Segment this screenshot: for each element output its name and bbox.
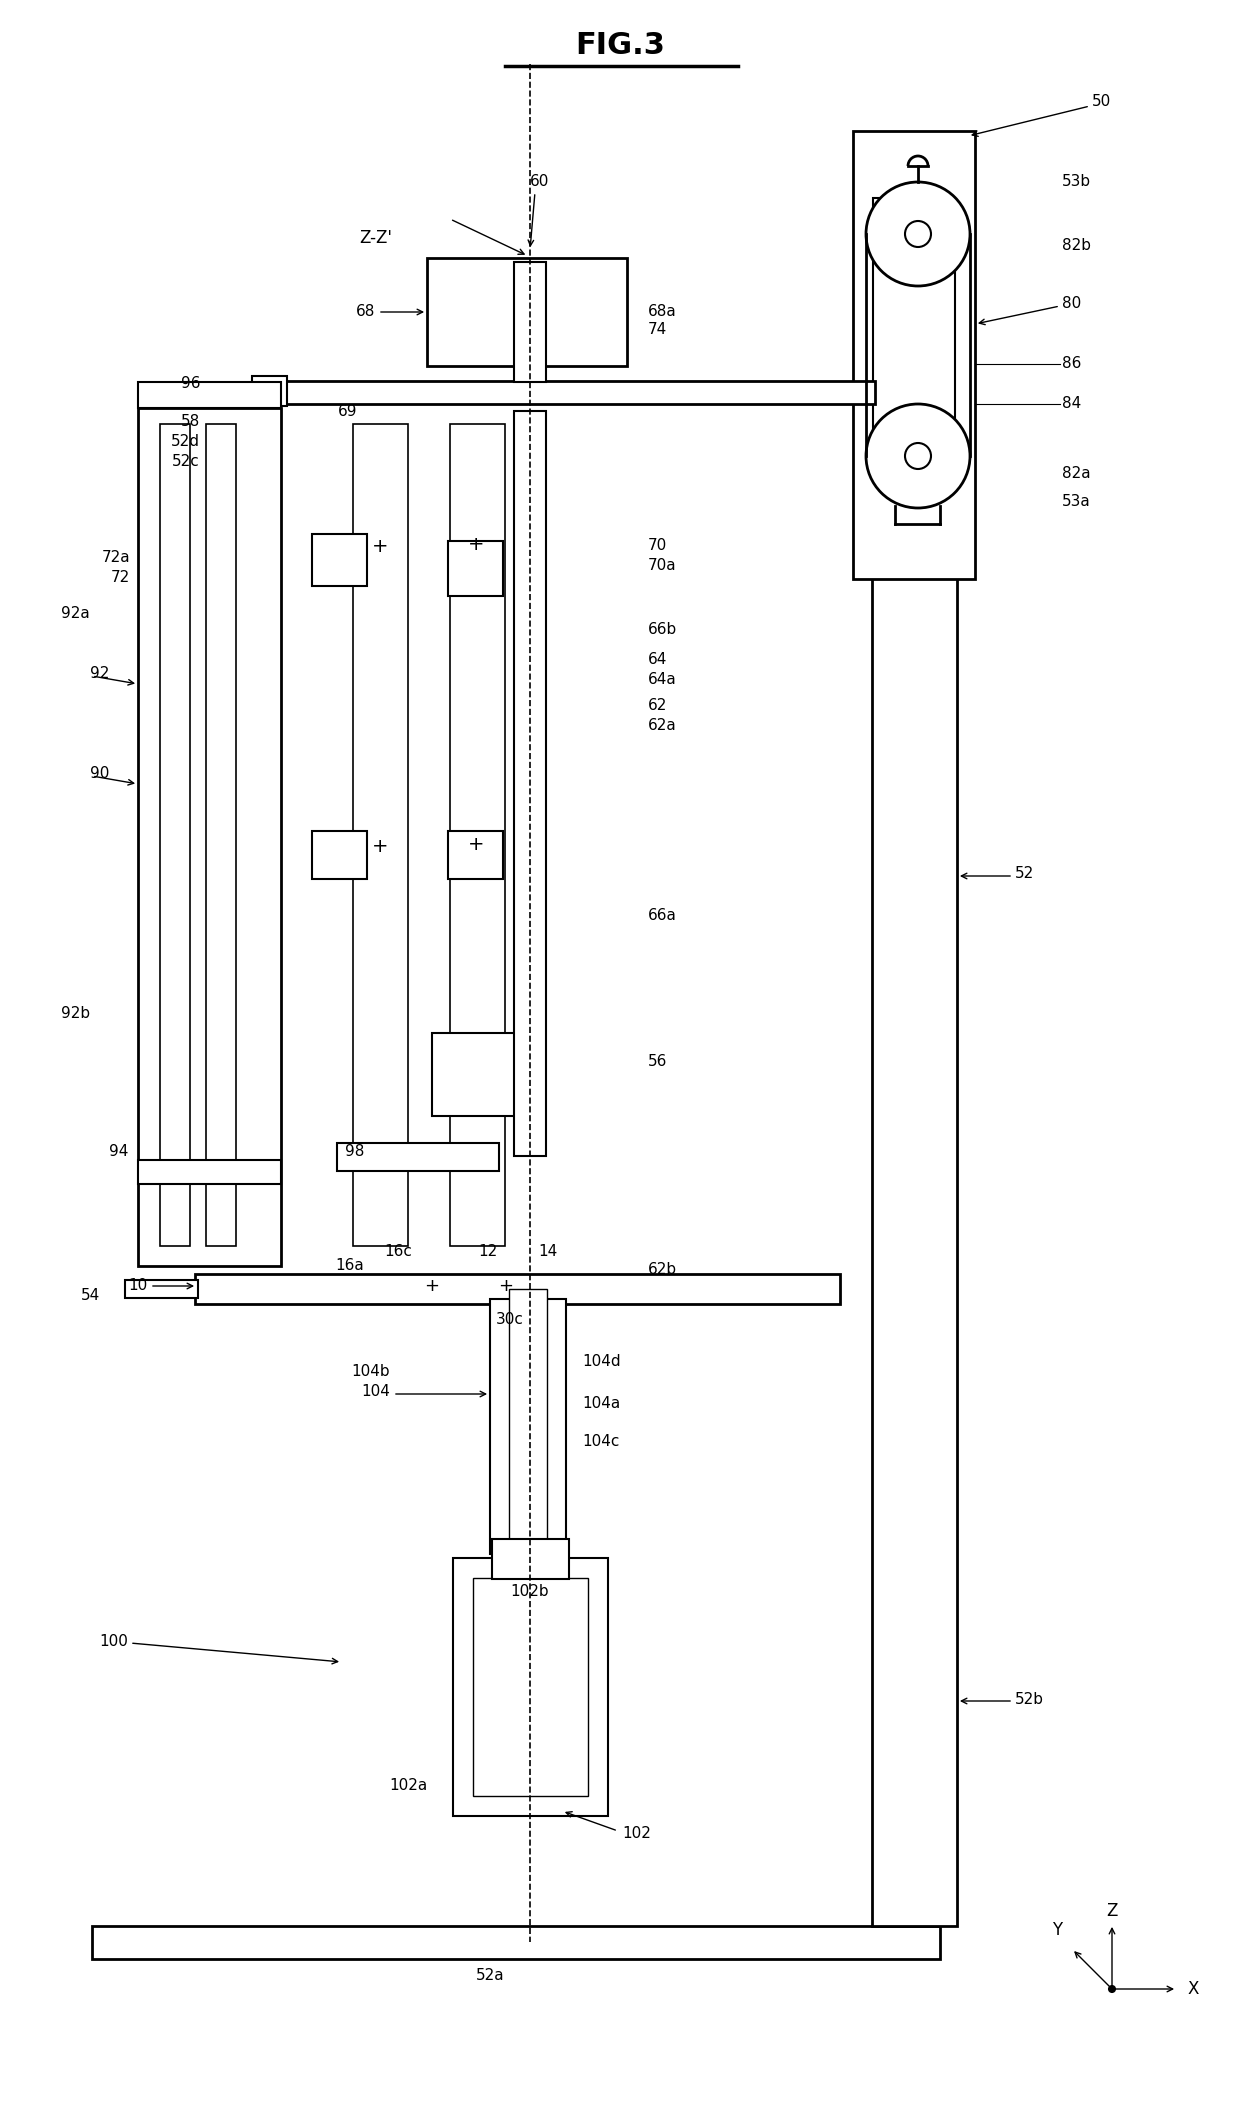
Text: 60: 60: [531, 174, 549, 189]
Text: 69: 69: [337, 404, 357, 421]
Text: 82a: 82a: [1061, 467, 1091, 482]
Text: 102: 102: [622, 1827, 651, 1842]
Text: 16c: 16c: [384, 1243, 412, 1260]
Text: +: +: [498, 1277, 513, 1296]
Bar: [125, 1281, 198, 1298]
Text: 94: 94: [109, 1143, 128, 1158]
Text: 62b: 62b: [649, 1262, 677, 1277]
Text: 12: 12: [479, 1245, 497, 1260]
Text: +: +: [467, 535, 485, 554]
Text: 100: 100: [99, 1633, 128, 1648]
Text: 98: 98: [345, 1143, 365, 1158]
Text: 68a: 68a: [649, 304, 677, 319]
Text: 90: 90: [91, 767, 109, 782]
Bar: [138, 382, 281, 408]
Text: 54: 54: [81, 1289, 100, 1304]
Text: +: +: [372, 837, 388, 856]
Text: 92b: 92b: [61, 1007, 91, 1022]
Circle shape: [866, 183, 970, 287]
Text: 82b: 82b: [1061, 238, 1091, 253]
Bar: [312, 830, 367, 879]
Text: 52a: 52a: [476, 1969, 505, 1984]
Text: 102b: 102b: [511, 1585, 549, 1599]
Bar: [138, 1160, 281, 1183]
Bar: [492, 1540, 569, 1578]
Bar: [252, 380, 875, 404]
Text: +: +: [467, 835, 485, 854]
Text: 53b: 53b: [1061, 174, 1091, 189]
Bar: [515, 261, 546, 382]
Text: 104a: 104a: [582, 1395, 620, 1412]
Circle shape: [866, 404, 970, 508]
Bar: [427, 257, 627, 365]
Text: 56: 56: [649, 1054, 667, 1070]
Bar: [873, 198, 955, 465]
Text: Z: Z: [1106, 1901, 1117, 1920]
Bar: [515, 412, 546, 1155]
Text: 104: 104: [361, 1385, 391, 1400]
Bar: [252, 376, 286, 406]
Text: 70: 70: [649, 539, 667, 554]
Circle shape: [905, 444, 931, 469]
Text: 53a: 53a: [1061, 495, 1091, 510]
Text: FIG.3: FIG.3: [575, 32, 665, 59]
Bar: [490, 1300, 565, 1555]
Text: 72: 72: [110, 569, 130, 584]
Text: 80: 80: [1061, 297, 1081, 312]
Text: 86: 86: [1061, 357, 1081, 372]
Text: 68: 68: [356, 304, 374, 319]
Bar: [450, 425, 505, 1247]
Text: 14: 14: [538, 1245, 558, 1260]
Text: Z-Z': Z-Z': [360, 229, 392, 246]
Text: 66a: 66a: [649, 909, 677, 924]
Bar: [312, 533, 367, 586]
Text: 92a: 92a: [61, 607, 91, 622]
Text: 52c: 52c: [172, 455, 200, 469]
Text: 58: 58: [181, 414, 200, 429]
Bar: [432, 1032, 544, 1115]
Bar: [448, 830, 503, 879]
Bar: [853, 132, 975, 580]
Bar: [92, 1926, 940, 1958]
Text: 62a: 62a: [649, 718, 677, 733]
Text: 52d: 52d: [171, 435, 200, 450]
Bar: [337, 1143, 498, 1170]
Text: 104b: 104b: [351, 1364, 391, 1378]
Bar: [160, 425, 190, 1247]
Text: 52b: 52b: [1016, 1691, 1044, 1706]
Circle shape: [1109, 1986, 1115, 1992]
Text: 84: 84: [1061, 397, 1081, 412]
Text: Y: Y: [1052, 1920, 1061, 1939]
Text: 70a: 70a: [649, 559, 677, 573]
Bar: [508, 1289, 547, 1574]
Bar: [138, 408, 281, 1266]
Text: 66b: 66b: [649, 622, 677, 637]
Text: X: X: [1187, 1980, 1198, 1999]
Text: 72a: 72a: [102, 550, 130, 565]
Text: 52: 52: [1016, 867, 1034, 881]
Text: 104d: 104d: [582, 1355, 621, 1370]
Text: 16a: 16a: [336, 1260, 365, 1274]
Circle shape: [905, 221, 931, 246]
Text: 64: 64: [649, 652, 667, 667]
Text: +: +: [424, 1277, 439, 1296]
Text: 62: 62: [649, 699, 667, 714]
Text: 96: 96: [181, 376, 200, 391]
Bar: [448, 542, 503, 597]
Text: 104c: 104c: [582, 1434, 619, 1449]
Bar: [206, 425, 236, 1247]
Text: +: +: [372, 537, 388, 556]
Bar: [195, 1274, 839, 1304]
Text: 50: 50: [1092, 93, 1111, 110]
Text: 92: 92: [91, 667, 109, 682]
Text: 102a: 102a: [389, 1778, 428, 1793]
Text: 30c: 30c: [496, 1311, 525, 1328]
Bar: [353, 425, 408, 1247]
Text: 64a: 64a: [649, 671, 677, 686]
Bar: [472, 1578, 588, 1797]
Text: 74: 74: [649, 321, 667, 336]
Text: 10: 10: [129, 1279, 148, 1294]
Bar: [872, 336, 957, 1926]
Bar: [453, 1559, 608, 1816]
